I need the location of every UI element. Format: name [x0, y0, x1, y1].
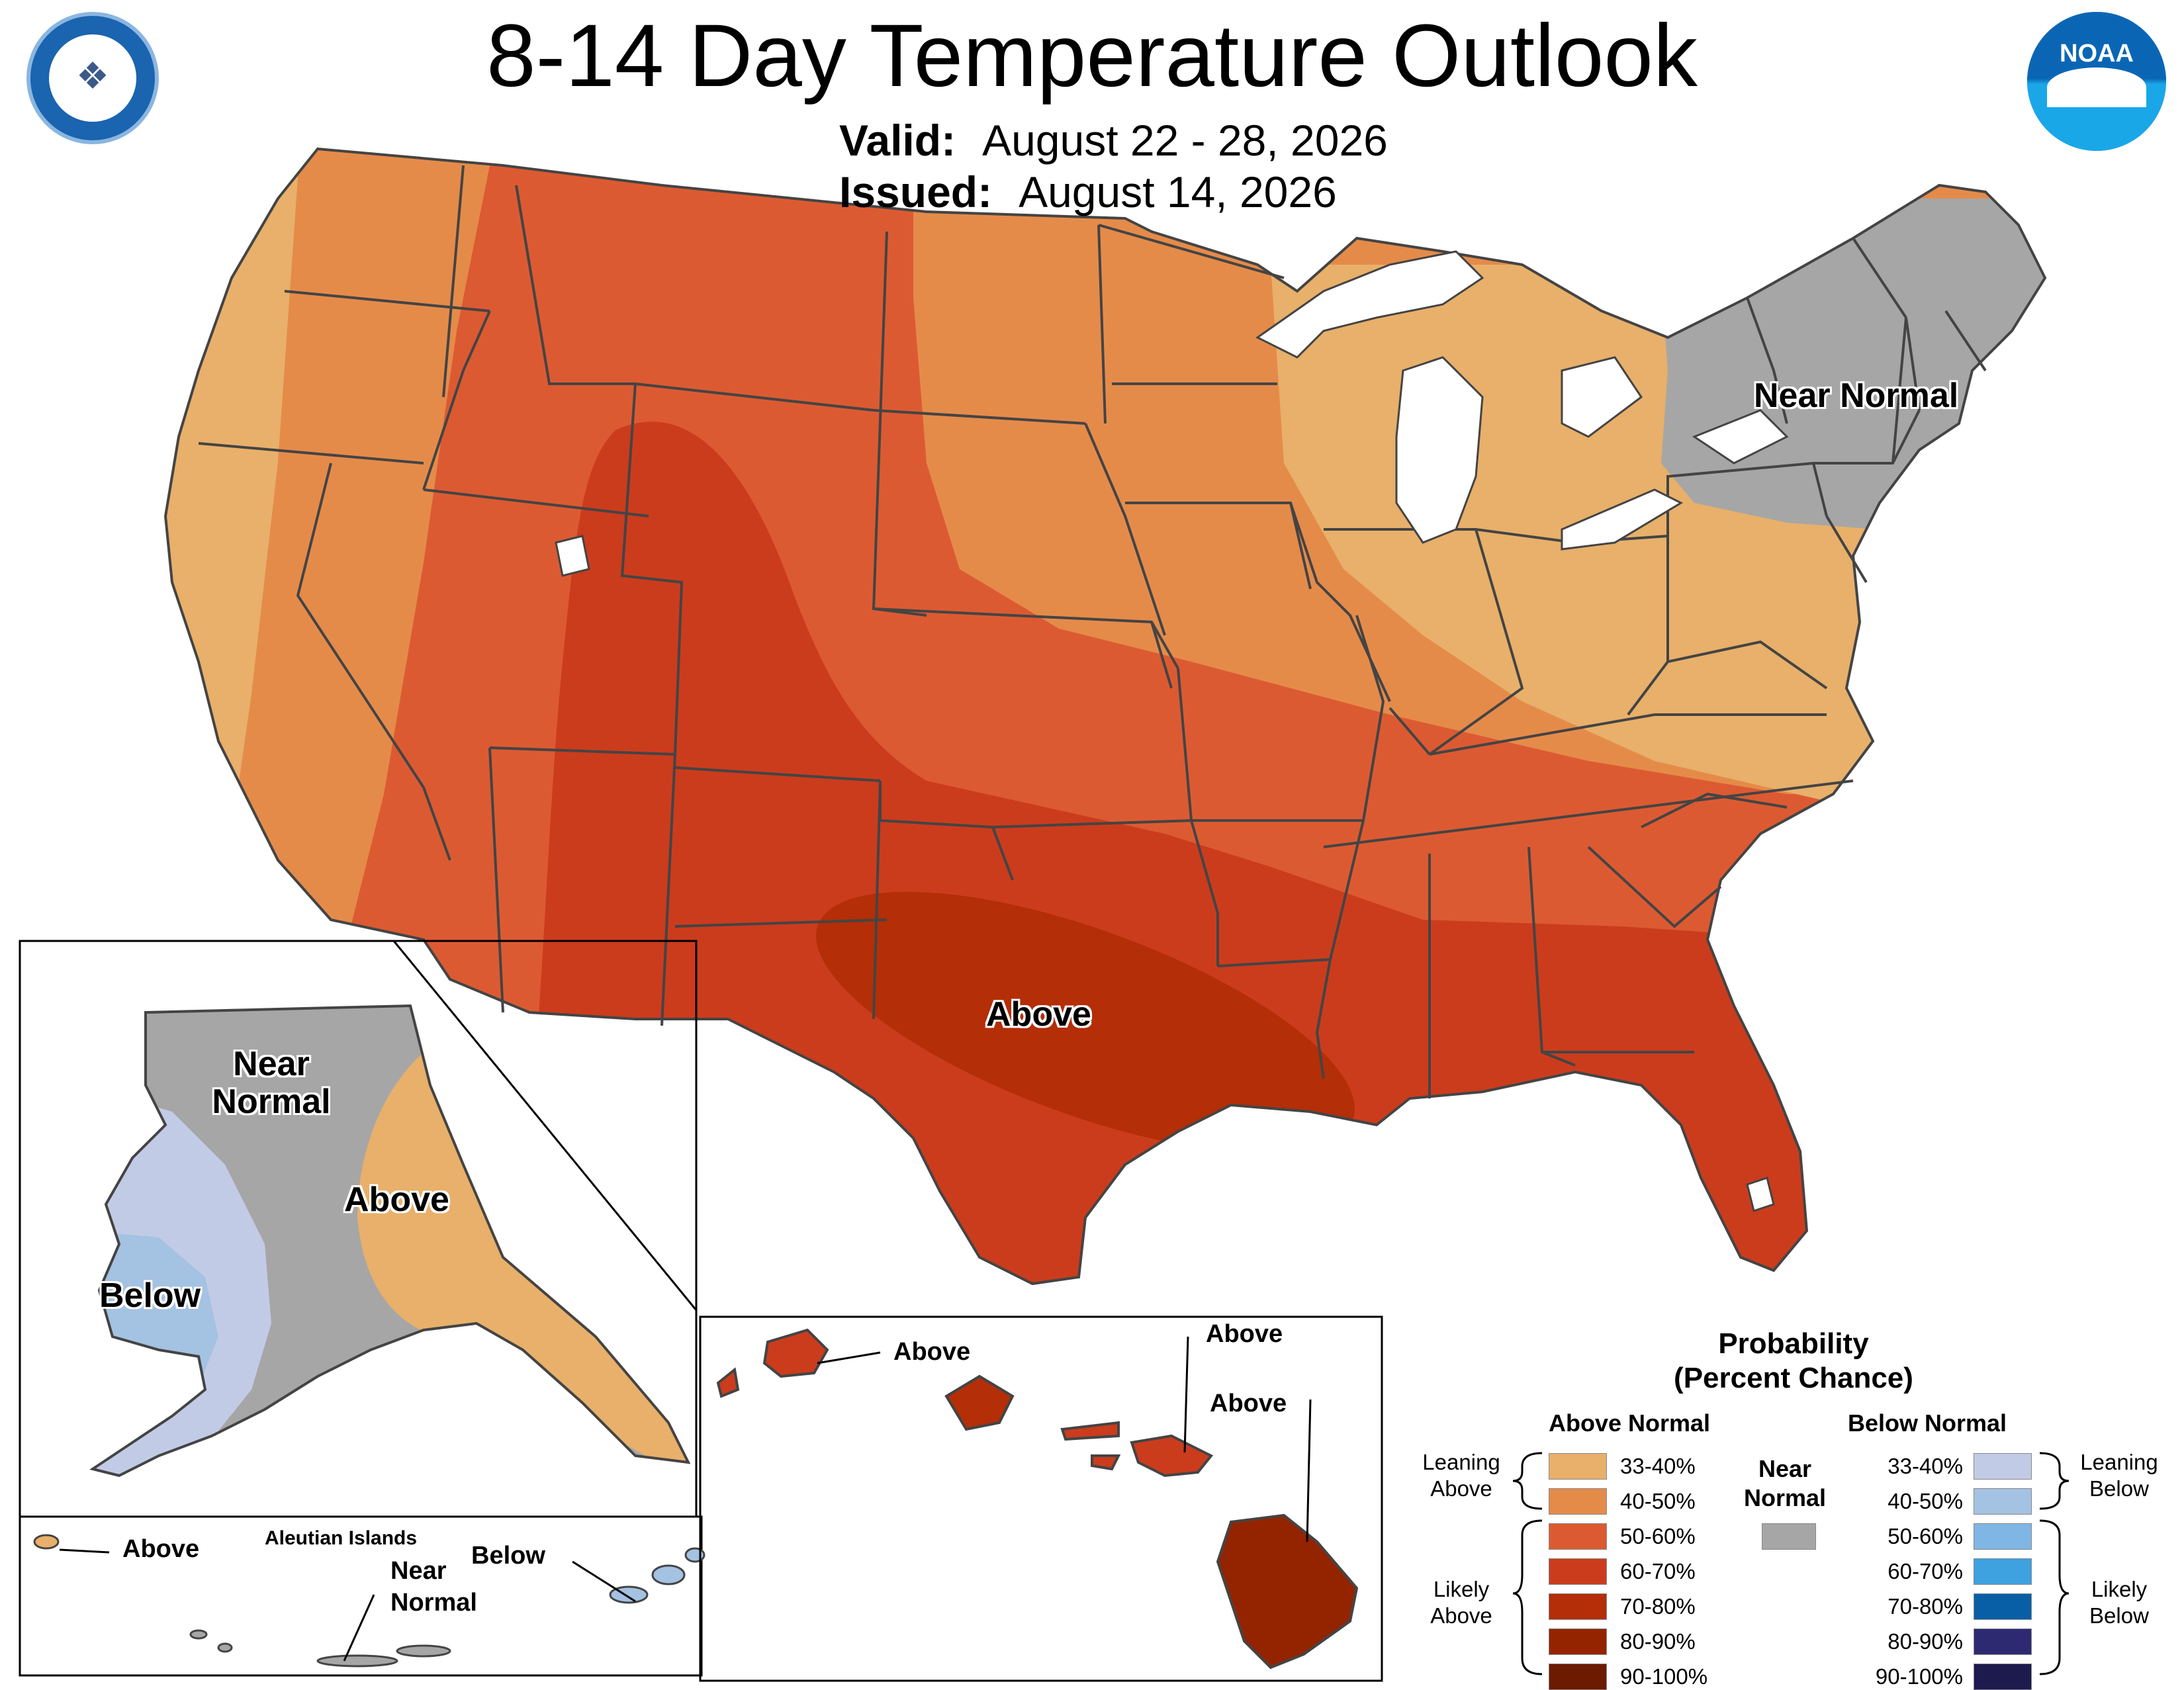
hawaii-islands	[716, 1328, 1359, 1669]
hawaii-above-label-big-island: Above	[1210, 1390, 1287, 1417]
legend-swatch	[1974, 1523, 2032, 1550]
legend-bin-label: 40-50%	[1888, 1489, 1963, 1513]
legend-bin-label: 60-70%	[1620, 1559, 1696, 1583]
legend-swatch	[1974, 1593, 2032, 1620]
alaska-above-label: Above	[344, 1180, 449, 1219]
aleutian-near-normal-label: Near Normal	[390, 1557, 477, 1617]
legend-swatch	[1549, 1558, 1607, 1585]
legend-above-header: Above Normal	[1549, 1409, 1711, 1437]
legend-bin-label: 90-100%	[1875, 1664, 1963, 1689]
alaska-near-normal-label: Near Normal	[212, 1045, 331, 1122]
legend-bin-label: 60-70%	[1888, 1559, 1963, 1583]
legend-near-normal-swatch	[1762, 1523, 1816, 1550]
legend-title: Probability (Percent Chance)	[1674, 1327, 1913, 1394]
noaa-logo: NOAA	[2027, 12, 2166, 151]
legend-bin-label: 50-60%	[1888, 1524, 1963, 1548]
gull-icon	[2047, 67, 2146, 107]
legend-below-header: Below Normal	[1848, 1409, 2007, 1437]
alaska-below-label: Below	[99, 1276, 201, 1315]
conus-above-label: Above	[986, 995, 1091, 1034]
legend-bin-label: 33-40%	[1620, 1454, 1696, 1478]
legend-swatch	[1549, 1488, 1607, 1515]
legend-near-header: Near Normal	[1743, 1455, 1827, 1511]
legend-swatch	[1549, 1593, 1607, 1620]
conus-near-normal-label: Near Normal	[1754, 377, 1959, 415]
legend-bin-label: 70-80%	[1888, 1594, 1963, 1619]
valid-label: Valid:	[839, 116, 956, 165]
alaska-outline	[89, 1004, 691, 1478]
issued-value: August 14, 2026	[1019, 167, 1337, 216]
hawaii-inset-frame	[699, 1315, 1383, 1682]
legend-bin-label: 80-90%	[1888, 1629, 1963, 1654]
legend-swatch	[1974, 1453, 2032, 1480]
eagle-icon: ❖	[75, 55, 110, 97]
alaska-inset-frame	[19, 940, 703, 1677]
legend-bin-label: 70-80%	[1620, 1594, 1696, 1619]
aleutian-title: Aleutian Islands	[265, 1527, 418, 1549]
valid-line: Valid: August 22 - 28, 2026	[839, 114, 1388, 167]
page-title: 8-14 Day Temperature Outlook	[486, 7, 1698, 105]
conus-borders	[163, 147, 2047, 1286]
legend-swatch	[1549, 1628, 1607, 1655]
legend-likely-below: Likely Below	[2089, 1577, 2149, 1628]
legend-swatch	[1549, 1523, 1607, 1550]
legend-bin-label: 40-50%	[1620, 1489, 1696, 1513]
legend-leaning-above: Leaning Above	[1422, 1450, 1500, 1501]
legend-swatch	[1549, 1453, 1607, 1480]
legend-bin-label: 80-90%	[1620, 1629, 1696, 1654]
aleutian-below-label: Below	[471, 1542, 545, 1570]
noaa-logo-text: NOAA	[2060, 40, 2134, 67]
hawaii-above-label-maui: Above	[1206, 1320, 1283, 1348]
legend-bin-label: 50-60%	[1620, 1524, 1696, 1548]
legend-swatch	[1549, 1664, 1607, 1690]
hawaii-above-label-kauai: Above	[893, 1338, 971, 1366]
issued-line: Issued: August 14, 2026	[839, 165, 1337, 218]
legend-leaning-below: Leaning Below	[2080, 1450, 2158, 1501]
great-lakes	[555, 250, 1789, 1212]
department-of-commerce-seal: ❖	[26, 12, 159, 144]
issued-label: Issued:	[839, 167, 993, 216]
legend-bin-label: 33-40%	[1888, 1454, 1963, 1478]
legend-bin-label: 90-100%	[1620, 1664, 1708, 1689]
legend-swatch	[1974, 1628, 2032, 1655]
legend-swatch	[1974, 1488, 2032, 1515]
legend-swatch	[1974, 1664, 2032, 1690]
legend-swatch	[1974, 1558, 2032, 1585]
valid-value: August 22 - 28, 2026	[982, 116, 1388, 165]
aleutian-above-label: Above	[122, 1535, 200, 1563]
legend-likely-above: Likely Above	[1430, 1577, 1492, 1628]
